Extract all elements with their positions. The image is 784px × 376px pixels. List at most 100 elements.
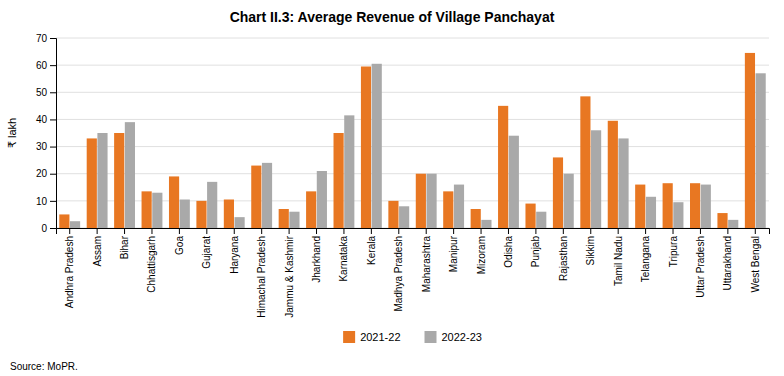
x-tick: Tamil Nadu <box>613 228 624 286</box>
x-tick-mark <box>727 228 728 234</box>
bars <box>59 53 765 228</box>
x-tick-mark <box>289 228 290 234</box>
x-tick: Mizoram <box>476 228 487 274</box>
y-tick: 30 <box>36 141 56 152</box>
annotation: Source: MoPR. <box>10 361 78 372</box>
y-tick-label: 50 <box>36 87 48 98</box>
x-tick-mark <box>316 228 317 234</box>
plot-area: 010203040506070Andhra PradeshAssamBiharC… <box>36 33 770 318</box>
x-tick-label: West Bengal <box>750 236 761 293</box>
x-tick-label: Kerala <box>366 236 377 265</box>
x-tick: Odisha <box>503 228 514 268</box>
y-tick: 0 <box>41 223 56 234</box>
x-tick-label: Gujarat <box>201 236 212 269</box>
bar <box>536 212 546 228</box>
x-tick-mark <box>206 228 207 234</box>
series <box>59 53 755 228</box>
x-tick-mark <box>124 228 125 234</box>
bar <box>498 106 508 228</box>
x-tick: Punjab <box>530 228 541 267</box>
bar <box>224 200 234 229</box>
bar <box>207 182 217 228</box>
bar <box>416 174 426 228</box>
bar <box>70 221 80 228</box>
x-tick-mark <box>234 228 235 234</box>
bar <box>481 220 491 228</box>
bar <box>618 138 628 228</box>
bar <box>635 185 645 228</box>
x-tick-mark <box>69 228 70 234</box>
grid-line <box>56 38 769 39</box>
y-tick-mark <box>50 38 56 39</box>
x-tick-label: Maharashtra <box>421 236 432 293</box>
legend-swatch <box>343 331 355 343</box>
grid-line <box>56 200 769 201</box>
legend-item: 2022-23 <box>425 331 482 343</box>
bar <box>646 197 656 228</box>
x-tick-mark <box>700 228 701 234</box>
y-tick-label: 70 <box>36 33 48 44</box>
x-tick-label: Uttarakhand <box>722 236 733 290</box>
x-tick: West Bengal <box>750 228 761 293</box>
bar <box>87 138 97 228</box>
x-tick: Kerala <box>366 228 377 265</box>
bar <box>443 191 453 228</box>
bar <box>361 67 371 229</box>
bar <box>125 122 135 228</box>
x-tick-label: Andhra Pradesh <box>64 236 75 308</box>
x-tick-label: Punjab <box>530 236 541 268</box>
x-tick-label: Haryana <box>229 236 240 274</box>
bar <box>279 209 289 228</box>
x-tick-label: Sikkim <box>585 236 596 265</box>
bar <box>608 121 618 228</box>
x-tick-mark <box>508 228 509 234</box>
bar <box>152 193 162 228</box>
series <box>70 64 766 228</box>
y-tick: 60 <box>36 60 56 71</box>
y-tick-label: 40 <box>36 114 48 125</box>
x-tick-label: Uttar Pradesh <box>695 236 706 298</box>
x-tick: Himachal Pradesh <box>256 228 267 318</box>
x-tick-mark <box>535 228 536 234</box>
x-tick: Chhattisgarh <box>146 228 157 293</box>
x-tick: Madhya Pradesh <box>393 228 404 312</box>
bar <box>663 183 673 228</box>
grid-line <box>56 146 769 147</box>
x-tick-mark <box>179 228 180 234</box>
y-tick-label: 60 <box>36 60 48 71</box>
bar <box>169 176 179 228</box>
bar <box>180 200 190 229</box>
bar <box>196 201 206 228</box>
x-tick-label: Bihar <box>119 235 130 259</box>
x-tick-label: Manipur <box>448 235 459 272</box>
title: Chart II.3: Average Revenue of Village P… <box>230 9 555 25</box>
x-tick-mark <box>563 228 564 234</box>
bar <box>235 217 245 228</box>
y-tick: 40 <box>36 114 56 125</box>
bar <box>426 174 436 228</box>
bar <box>728 220 738 228</box>
y-tick-label: 10 <box>36 196 48 207</box>
legend: 2021-222022-23 <box>343 331 482 343</box>
bar <box>454 185 464 228</box>
x-tick: Jharkhand <box>311 228 322 283</box>
bar <box>97 133 107 228</box>
x-tick: Telangana <box>640 228 651 282</box>
y-axis-title: ₹ lakh <box>6 118 18 148</box>
x-tick-mark <box>426 228 427 234</box>
x-tick: Rajasthan <box>558 228 569 281</box>
x-tick: Uttar Pradesh <box>695 228 706 298</box>
x-tick-label: Telangana <box>640 236 651 283</box>
x-axis-line <box>57 229 770 235</box>
y-tick: 20 <box>36 168 56 179</box>
bar <box>344 115 354 228</box>
bar <box>673 202 683 228</box>
x-tick: Gujarat <box>201 228 212 269</box>
x-tick: Tripura <box>668 228 679 267</box>
bar <box>59 214 69 228</box>
y-tick-mark <box>50 228 56 229</box>
bar <box>591 130 601 228</box>
bar <box>745 53 755 228</box>
y-tick-mark <box>50 65 56 66</box>
x-tick-label: Karnataka <box>338 236 349 282</box>
